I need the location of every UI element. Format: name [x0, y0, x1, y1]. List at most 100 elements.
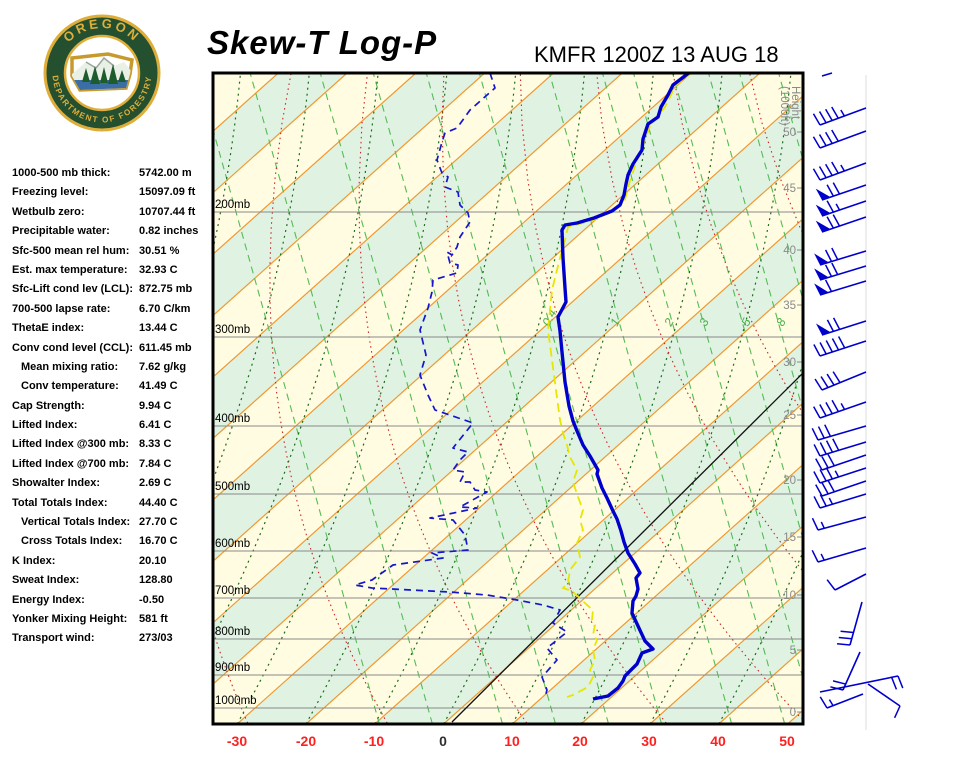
stat-label: Vertical Totals Index:: [21, 516, 131, 529]
stat-label: Mean mixing ratio:: [21, 360, 119, 373]
wind-barb: [813, 493, 867, 509]
stat-row: Lifted Index @700 mb: 7.84 C: [12, 455, 198, 474]
stat-row: Sfc-Lift cond lev (LCL): 872.75 mb: [12, 280, 198, 299]
station-timestamp: KMFR 1200Z 13 AUG 18: [534, 42, 779, 67]
wind-barb: [812, 106, 867, 126]
stat-value: 2.69 C: [139, 477, 172, 490]
wind-barb: [812, 161, 867, 181]
height-tick-label: 30: [783, 357, 796, 369]
stat-row: ThetaE index: 13.44 C: [12, 319, 198, 338]
moist-adiabats: [213, 73, 803, 724]
stat-row: Conv temperature: 41.49 C: [12, 377, 198, 396]
stat-row: Mean mixing ratio: 7.62 g/kg: [12, 358, 198, 377]
stat-label: Sfc-500 mean rel hum:: [12, 244, 130, 257]
isotherm-lines: [213, 73, 803, 724]
wind-barb: [811, 547, 867, 563]
stat-label: Showalter Index:: [12, 477, 101, 490]
stat-row: Yonker Mixing Height: 581 ft: [12, 610, 198, 629]
height-tick-label: 10: [783, 590, 796, 602]
wind-barb: [821, 72, 833, 77]
stat-row: Conv cond level (CCL): 611.45 mb: [12, 339, 198, 358]
wind-barb: [815, 317, 867, 336]
stat-value: 10707.44 ft: [139, 205, 196, 218]
height-tick-label: 50: [783, 127, 796, 139]
stat-row: Precipitable water: 0.82 inches: [12, 222, 198, 241]
dewpoint-trace: [354, 73, 568, 698]
isobar-lines: [213, 211, 803, 709]
stat-label: K Index:: [12, 554, 56, 567]
temperature-tick-label: 0: [439, 733, 447, 749]
height-tick-label: 20: [783, 475, 796, 487]
stat-label: Precipitable water:: [12, 225, 110, 238]
stat-label: Sfc-Lift cond lev (LCL):: [12, 283, 133, 296]
temperature-tick-label: 30: [641, 733, 657, 749]
wind-barb: [826, 573, 867, 591]
temperature-tick-label: -10: [364, 733, 384, 749]
pressure-label: 900mb: [215, 662, 250, 674]
stat-label: Freezing level:: [12, 186, 89, 199]
stat-value: 6.41 C: [139, 419, 172, 432]
pressure-label: 400mb: [215, 413, 250, 425]
dry-adiabats: [213, 73, 803, 724]
stat-row: Showalter Index: 2.69 C: [12, 474, 198, 493]
stat-row: 700-500 lapse rate: 6.70 C/km: [12, 300, 198, 319]
pressure-label: 1000mb: [215, 695, 257, 707]
stat-value: 20.10: [139, 554, 167, 567]
stat-row: Vertical Totals Index: 27.70 C: [12, 513, 198, 532]
pressure-label: 600mb: [215, 538, 250, 550]
height-axis-title: Height: [789, 86, 801, 120]
stat-value: 41.49 C: [139, 380, 178, 393]
stat-value: 7.84 C: [139, 457, 172, 470]
isotherm-bands: [213, 73, 803, 724]
stat-label: Wetbulb zero:: [12, 205, 85, 218]
stat-value: 32.93 C: [139, 263, 178, 276]
height-tick-label: 25: [783, 410, 796, 422]
pressure-label: 300mb: [215, 324, 250, 336]
stat-value: 30.51 %: [139, 244, 180, 257]
stat-value: 15097.09 ft: [139, 186, 196, 199]
mixing-ratio-lines: [213, 73, 803, 724]
wind-barb: [811, 424, 867, 441]
temperature-tick-label: 40: [710, 733, 726, 749]
wind-barb: [813, 399, 867, 419]
wind-barb: [815, 182, 867, 201]
temperature-tick-label: 20: [572, 733, 588, 749]
stat-label: 1000-500 mb thick:: [12, 167, 111, 179]
logo-state-emblem: [70, 52, 134, 92]
stat-row: K Index: 20.10: [12, 552, 198, 571]
stat-value: 13.44 C: [139, 322, 178, 335]
wind-barb: [836, 601, 863, 646]
height-axis-title-units: (1000ft): [778, 86, 790, 126]
stat-label: Cap Strength:: [12, 399, 85, 412]
wind-barb: [814, 262, 867, 281]
height-tick-label: 0: [790, 707, 796, 719]
temperature-trace: [556, 73, 692, 701]
stat-row: Sweat Index: 128.80: [12, 571, 198, 590]
stat-row: 1000-500 mb thick: 5742.00 m: [12, 164, 198, 183]
stat-row: Transport wind: 273/03: [12, 629, 198, 648]
stat-value: 7.62 g/kg: [139, 360, 187, 373]
stat-value: 27.70 C: [139, 516, 178, 529]
stat-value: 44.40 C: [139, 496, 178, 509]
odf-logo: OREGON DEPARTMENT OF FORESTRY: [43, 14, 161, 132]
stat-row: Total Totals Index: 44.40 C: [12, 494, 198, 513]
height-tick-label: 40: [783, 245, 796, 257]
stat-label: Conv cond level (CCL):: [12, 341, 134, 354]
stat-label: Lifted Index @700 mb:: [12, 457, 130, 470]
stat-value: 0.82 inches: [139, 225, 199, 238]
stat-label: Lifted Index @300 mb:: [12, 438, 130, 451]
stat-label: Transport wind:: [12, 632, 95, 645]
stat-value: 581 ft: [139, 612, 168, 625]
stat-label: Sweat Index:: [12, 574, 80, 587]
stat-label: Lifted Index:: [12, 419, 78, 432]
stat-label: Energy Index:: [12, 593, 85, 606]
stat-label: Cross Totals Index:: [21, 535, 123, 548]
wind-barb: [813, 336, 867, 357]
wind-barbs: [811, 72, 904, 730]
stat-row: Cap Strength: 9.94 C: [12, 397, 198, 416]
pressure-label: 200mb: [215, 199, 250, 211]
stat-label: 700-500 lapse rate:: [12, 302, 111, 315]
stat-value: 16.70 C: [139, 535, 178, 548]
